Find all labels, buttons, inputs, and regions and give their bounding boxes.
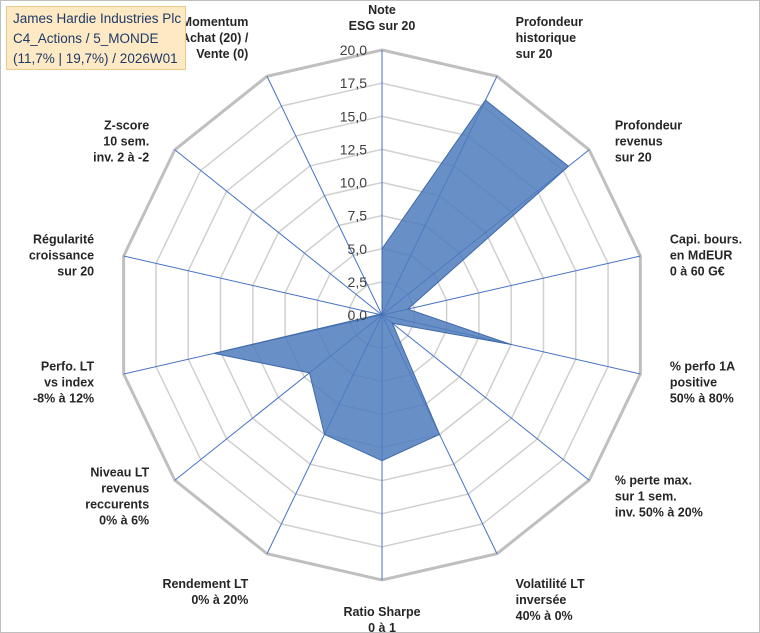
tick-label: 2,5: [348, 274, 368, 290]
axis-spoke: [266, 76, 383, 316]
axis-label: Niveau LT revenus reccurents 0% à 6%: [85, 466, 149, 528]
tick-label: 10,0: [340, 175, 367, 191]
axis-label: Rendement LT 0% à 20%: [162, 577, 248, 607]
tick-label: 0,0: [348, 307, 368, 323]
axis-label: Profondeur historique sur 20: [516, 15, 583, 61]
axis-spoke: [123, 255, 383, 316]
series-area: [213, 99, 570, 462]
tick-label: 5,0: [348, 241, 368, 257]
tick-label: 7,5: [348, 208, 368, 224]
axis-label: Régularité croissance sur 20: [29, 233, 94, 279]
title-box: James Hardie Industries Plc C4_Actions /…: [6, 6, 186, 70]
tick-labels: 0,0 2,5 5,0 7,5 10,0 12,5 15,0 17,5 20,0: [340, 42, 367, 323]
axis-label: Ratio Sharpe 0 à 1: [343, 605, 420, 633]
axis-label: Z-score 10 sem. inv. 2 à -2: [93, 118, 149, 164]
axis-label: Capi. bours. en MdEUR 0 à 60 G€: [670, 233, 742, 279]
axis-spoke: [381, 255, 641, 316]
axis-spoke: [381, 314, 590, 481]
tick-label: 20,0: [340, 42, 367, 58]
axis-spoke: [174, 149, 383, 316]
series: [213, 99, 570, 462]
axis-label: % perte max. sur 1 sem. inv. 50% à 20%: [615, 474, 703, 520]
axis-labels: Note ESG sur 20 Profondeur historique sur 20…: [29, 3, 742, 633]
axis-label: Perfo. LT vs index -8% à 12%: [33, 359, 95, 405]
title-line-3: (11,7% | 19,7%) / 2026W01: [13, 51, 178, 66]
axis-label: Volatilité LT inversée 40% à 0%: [516, 577, 585, 623]
axis-label: % perfo 1A positive 50% à 80%: [670, 359, 735, 405]
axis-label: Profondeur revenus sur 20: [615, 118, 682, 164]
axis-label: Note ESG sur 20: [349, 3, 416, 33]
title-line-1: James Hardie Industries Plc: [13, 11, 182, 26]
tick-label: 12,5: [340, 141, 367, 157]
tick-label: 17,5: [340, 75, 367, 91]
title-line-2: C4_Actions / 5_MONDE: [13, 31, 159, 46]
axis-label: Momentum Achat (20) / Vente (0): [181, 15, 249, 61]
tick-label: 15,0: [340, 108, 367, 124]
